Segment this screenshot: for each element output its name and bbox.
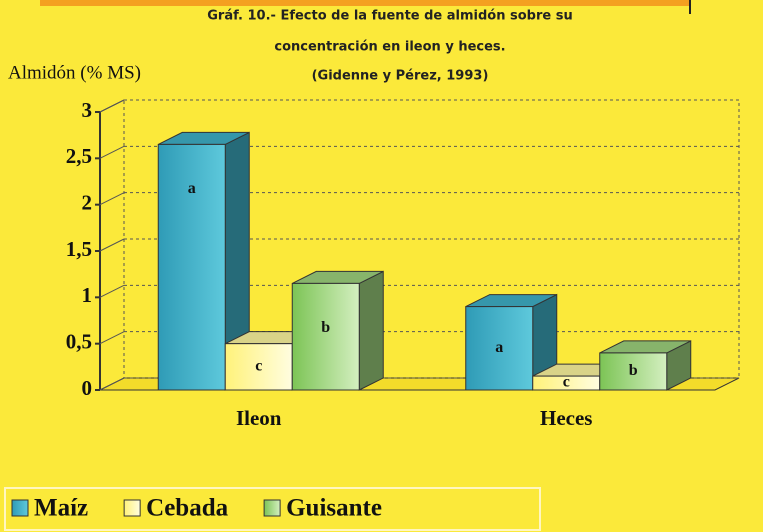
bar [224, 343, 293, 391]
bar [157, 143, 226, 391]
legend-label: Guisante [286, 495, 382, 522]
y-tick-label: 0 [82, 376, 93, 400]
legend-label: Maíz [34, 495, 88, 522]
bar [291, 282, 360, 391]
chart-title: (Gidenne y Pérez, 1993) [312, 69, 489, 84]
bar-letter: c [563, 374, 570, 391]
legend-swatch [263, 499, 281, 517]
legend-swatch [11, 499, 29, 517]
grid-depth [99, 377, 125, 391]
bar-letter: b [321, 319, 330, 336]
bar-letter: a [188, 180, 196, 197]
y-tick-label: 0,5 [66, 329, 92, 353]
grid-depth [99, 238, 125, 252]
y-tick-label: 2,5 [66, 144, 92, 168]
legend-label: Cebada [146, 495, 228, 522]
y-tick-label: 2 [82, 190, 93, 214]
grid-depth [99, 99, 125, 113]
grid-depth [99, 284, 125, 298]
grid-depth [99, 145, 125, 159]
bar [599, 352, 668, 391]
bar-letter: b [629, 362, 638, 379]
bar-letter: a [495, 339, 503, 356]
chart-title: concentración en ileon y heces. [274, 40, 505, 55]
grid-depth [99, 192, 125, 206]
bar-letter: c [255, 358, 262, 375]
bar [465, 306, 534, 391]
legend-swatch [123, 499, 141, 517]
y-tick-label: 3 [82, 98, 93, 122]
chart-title: Gráf. 10.- Efecto de la fuente de almidó… [207, 9, 573, 24]
y-tick-label: 1 [82, 283, 93, 307]
y-tick-label: 1,5 [66, 237, 92, 261]
x-tick-label: Ileon [236, 406, 282, 430]
legend-box [4, 487, 541, 531]
x-tick-label: Heces [540, 406, 592, 430]
bar-side [358, 270, 384, 391]
y-axis-label: Almidón (% MS) [8, 62, 141, 83]
top-band [40, 0, 690, 6]
grid-depth [99, 331, 125, 345]
